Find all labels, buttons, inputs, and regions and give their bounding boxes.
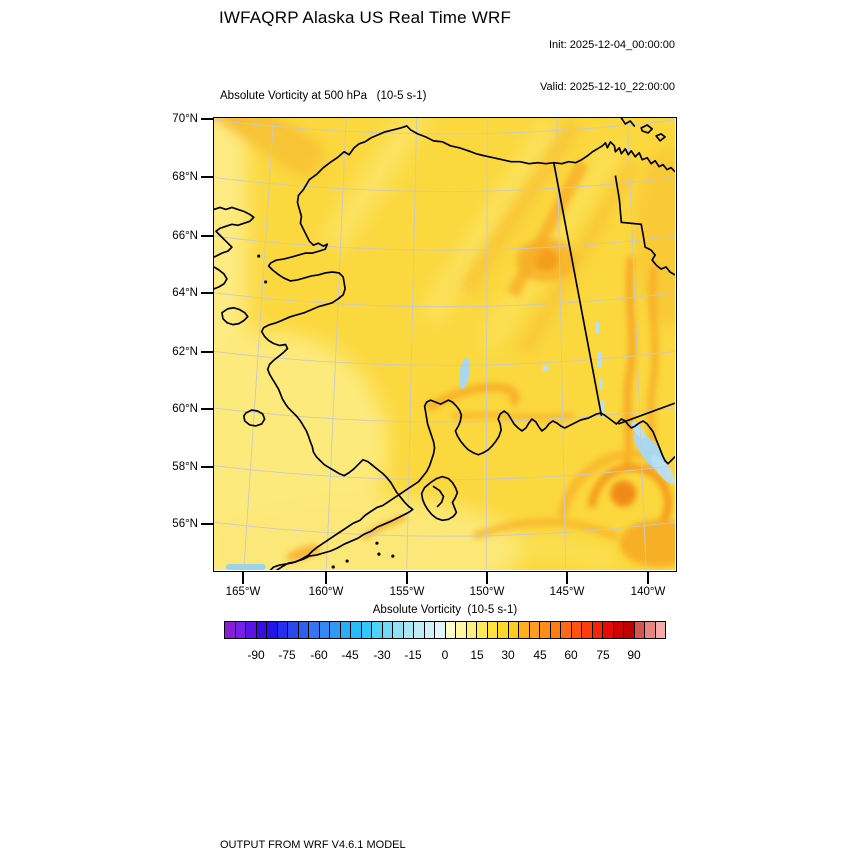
colorbar-title: Absolute Vorticity (10-5 s-1) <box>372 604 518 616</box>
lat-tick <box>201 408 213 410</box>
lon-label-145w: 145°W <box>549 586 585 598</box>
colorbar-tick-label: 60 <box>564 648 578 662</box>
lat-label-58n: 58°N <box>172 461 198 473</box>
coastline <box>214 118 675 570</box>
lat-label-66n: 66°N <box>172 230 198 242</box>
footer-line1: OUTPUT FROM WRF V4.6.1 MODEL <box>220 839 406 850</box>
colorbar-tick-label: 75 <box>596 648 610 662</box>
model-footer: OUTPUT FROM WRF V4.6.1 MODEL WE = 225 ; … <box>220 812 653 850</box>
lat-label-60n: 60°N <box>172 403 198 415</box>
small-islands <box>257 254 395 569</box>
colorbar-tick-label: 90 <box>627 648 641 662</box>
lat-tick <box>201 292 213 294</box>
lat-label-68n: 68°N <box>172 171 198 183</box>
lat-tick <box>201 523 213 525</box>
field-pale-regions <box>214 118 624 570</box>
lon-tick <box>566 572 568 584</box>
colorbar-tick-label: 30 <box>501 648 515 662</box>
lon-label-155w: 155°W <box>389 586 425 598</box>
lon-tick <box>406 572 408 584</box>
colorbar-tick-label: 45 <box>533 648 547 662</box>
lon-tick <box>647 572 649 584</box>
colorbar-tick-label: 0 <box>441 648 449 662</box>
lat-tick <box>201 176 213 178</box>
lon-label-140w: 140°W <box>630 586 666 598</box>
colorbar-tick-label: -75 <box>278 648 296 662</box>
lat-label-64n: 64°N <box>172 287 198 299</box>
init-time: Init: 2025-12-04_00:00:00 <box>549 39 675 51</box>
colorbar-tick-label: -30 <box>373 648 391 662</box>
lat-tick <box>201 351 213 353</box>
vorticity-map-canvas <box>214 118 675 570</box>
lon-label-150w: 150°W <box>469 586 505 598</box>
lon-label-165w: 165°W <box>225 586 261 598</box>
lat-label-70n: 70°N <box>172 113 198 125</box>
colorbar-tick-label: -90 <box>247 648 265 662</box>
colorbar-tick-label: 15 <box>470 648 484 662</box>
page-title: IWFAQRP Alaska US Real Time WRF <box>218 8 512 27</box>
field-orange-features <box>286 159 675 568</box>
lat-tick <box>201 235 213 237</box>
colorbar-tick-label: -60 <box>310 648 328 662</box>
run-times: Init: 2025-12-04_00:00:00 Valid: 2025-12… <box>500 10 675 122</box>
lon-label-160w: 160°W <box>308 586 344 598</box>
colorbar-cells <box>224 621 666 639</box>
valid-time: Valid: 2025-12-10_22:00:00 <box>540 81 675 93</box>
lat-label-56n: 56°N <box>172 518 198 530</box>
map-plot <box>213 117 677 572</box>
colorbar-tick-label: -45 <box>341 648 359 662</box>
lat-label-62n: 62°N <box>172 346 198 358</box>
lon-tick <box>242 572 244 584</box>
colorbar-cell <box>654 621 666 639</box>
lat-tick <box>201 466 213 468</box>
lon-tick <box>486 572 488 584</box>
political-borders <box>552 162 675 425</box>
lon-tick <box>325 572 327 584</box>
field-subtitle: Absolute Vorticity at 500 hPa (10-5 s-1) <box>220 90 427 102</box>
lat-tick <box>201 118 213 120</box>
colorbar-tick-label: -15 <box>404 648 422 662</box>
